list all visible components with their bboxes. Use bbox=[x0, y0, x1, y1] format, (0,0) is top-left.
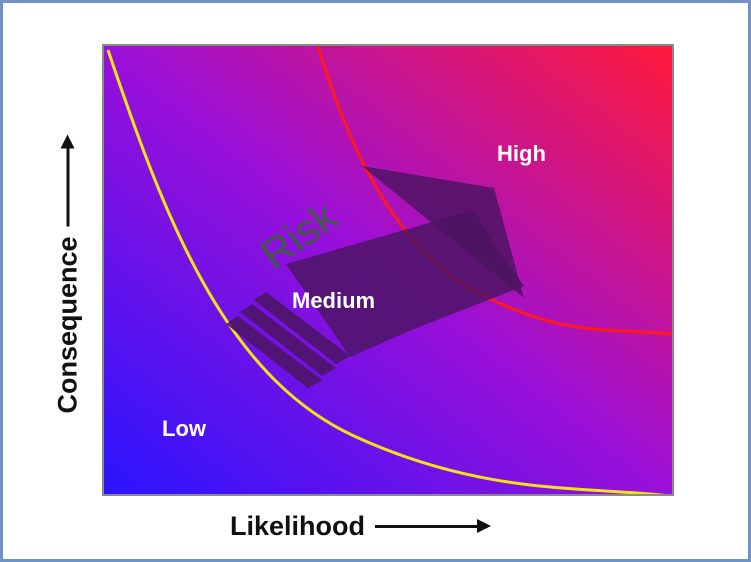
risk-matrix-plot: Risk Low Medium High bbox=[102, 44, 674, 496]
x-axis-label-container: Likelihood bbox=[230, 506, 491, 546]
x-axis-label: Likelihood bbox=[230, 510, 365, 541]
risk-arrow-stripe bbox=[254, 292, 350, 364]
zone-label-medium: Medium bbox=[292, 288, 376, 313]
low-medium-boundary-curve bbox=[106, 49, 666, 494]
arrow-right-icon bbox=[375, 518, 491, 533]
risk-arrow-head bbox=[362, 166, 524, 298]
zone-label-low: Low bbox=[162, 416, 206, 441]
risk-arrow-stripe bbox=[240, 304, 336, 376]
arrow-right-icon bbox=[66, 146, 70, 227]
y-axis-label-container: Consequence bbox=[48, 120, 88, 440]
risk-arrow-stripe bbox=[226, 316, 322, 388]
risk-matrix-svg: Risk bbox=[104, 46, 672, 494]
y-axis-label: Consequence bbox=[52, 236, 83, 414]
zone-label-high: High bbox=[497, 141, 546, 166]
